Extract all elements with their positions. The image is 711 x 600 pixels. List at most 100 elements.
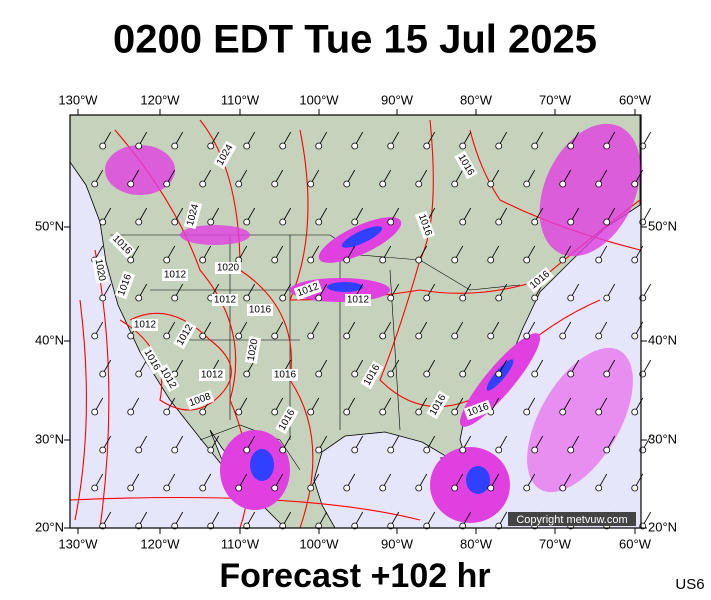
precip-area [527,347,633,493]
station [567,142,575,150]
station [459,446,467,454]
station [171,142,179,150]
lon-label: 90°W [381,536,414,551]
station [559,332,567,340]
station [315,142,323,150]
isobar-label-group: 1016 [272,369,298,381]
isobar-label-box [463,399,493,421]
isobar-label-box [345,294,371,306]
lat-label: 30°N [35,431,64,446]
isobar-label: 1012 [214,295,237,306]
precip-core [341,226,383,248]
station [495,142,503,150]
station [315,294,323,302]
lon-label: 110°W [221,92,260,107]
copyright-box [508,512,636,526]
station [603,218,611,226]
precip-area [105,145,175,195]
isobar-label: 1012 [134,320,157,331]
isobar-label-box [114,270,136,300]
isobar-label-box [199,369,225,381]
lon-label: 70°W [539,536,572,551]
isobar-label-group: 1012 [162,269,188,281]
lon-label: 130°W [58,92,98,107]
isobar-label-box [293,279,323,301]
stations [91,131,652,530]
isobar-label-box [108,231,136,259]
station [315,218,323,226]
station [199,256,207,264]
isobar-label-group: 1020 [215,262,241,274]
station [91,408,99,416]
isobar-label-group: 1024 [183,200,203,230]
station [135,142,143,150]
isobar [74,299,87,521]
precip-area [180,225,250,245]
station [567,294,575,302]
isobar-label-box [212,294,238,306]
isobar [94,249,110,529]
lon-label: 80°W [460,92,493,107]
station [235,408,243,416]
station [531,370,539,378]
station [495,294,503,302]
station [99,294,107,302]
isobar-label: 1016 [274,370,297,381]
isobar-label: 1020 [217,263,240,274]
station [603,294,611,302]
station [487,256,495,264]
lon-label: 110°W [221,536,260,551]
title: 0200 EDT Tue 15 Jul 2025 [113,18,597,62]
station [163,484,171,492]
station [243,446,251,454]
isobar-label-group: 1020 [244,336,262,364]
station [279,142,287,150]
station [523,408,531,416]
isobar-label-box [140,345,164,375]
station [595,180,603,188]
station [451,408,459,416]
station [459,294,467,302]
station [495,370,503,378]
station [495,446,503,454]
border [150,235,401,440]
station [531,294,539,302]
lon-label: 120°W [140,92,180,107]
isobar [199,119,314,529]
isobar-label-box [162,269,188,281]
station [235,180,243,188]
station [315,370,323,378]
station [451,332,459,340]
isobar-label-box [426,390,450,420]
station [127,332,135,340]
station [631,180,639,188]
isobar-label-box [360,360,384,390]
station [559,180,567,188]
station [279,218,287,226]
station [271,180,279,188]
isobar-label-box [185,389,215,411]
station [207,142,215,150]
isobar-label: 1012 [347,295,370,306]
station [343,332,351,340]
station [631,332,639,340]
isobar-label-group: 1012 [345,294,371,306]
lat-label: 50°N [648,218,677,233]
axes: 130°W 130°W 120°W 120°W 110°W 110°W 100°W 100°W… [35,92,677,551]
lon-label: 100°W [299,92,339,107]
station [631,408,639,416]
station [415,256,423,264]
lon-label: 100°W [299,536,339,551]
station [351,370,359,378]
station [523,332,531,340]
station [135,446,143,454]
station [171,218,179,226]
station [603,142,611,150]
station [235,332,243,340]
station [631,484,639,492]
station [343,408,351,416]
station [171,294,179,302]
station [595,332,603,340]
lon-label: 60°W [619,92,652,107]
station [243,294,251,302]
